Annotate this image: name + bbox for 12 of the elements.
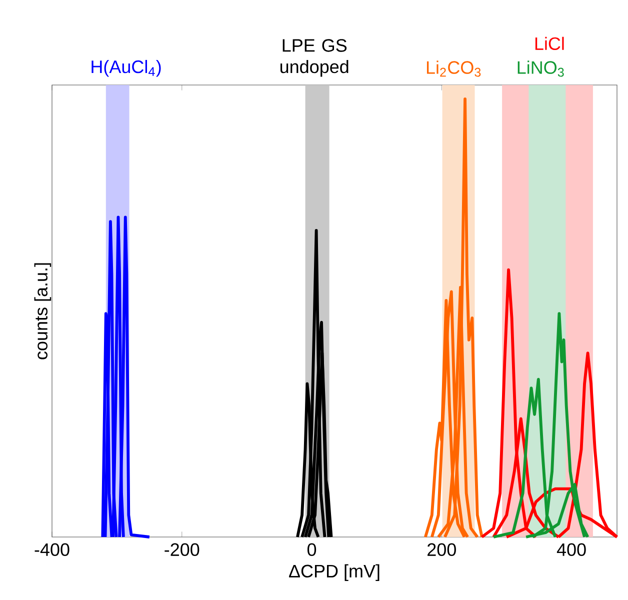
- x-axis-title: ΔCPD [mV]: [289, 564, 380, 582]
- text: H(AuCl$_{4}$): [92, 60, 161, 77]
- text: LiCl: [535, 36, 564, 50]
- x-tick-label: -400: [34, 543, 70, 556]
- x-tick-label: 200: [428, 543, 456, 556]
- text: LiNO$_{3}$: [518, 60, 564, 77]
- y-axis-title: counts [a.u.]: [34, 263, 52, 360]
- text: LPE GS undoped: [280, 39, 348, 77]
- x-tick-label: 0: [307, 543, 316, 556]
- x-tick-label: 400: [556, 543, 586, 556]
- x-tick-label: -200: [164, 543, 200, 556]
- text: Li$_{2}$CO$_{3}$: [426, 60, 481, 77]
